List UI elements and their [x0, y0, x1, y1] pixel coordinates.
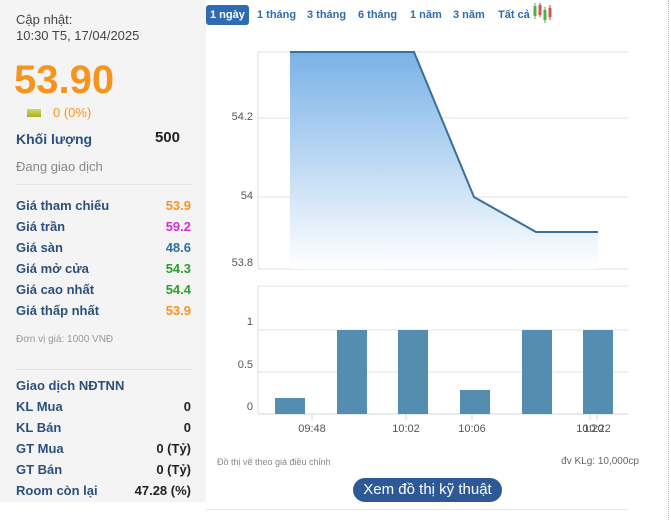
- candlestick-icon[interactable]: [532, 2, 554, 24]
- price-line: [290, 51, 598, 233]
- row-label: GT Mua: [16, 441, 64, 456]
- volume-value: 500: [154, 129, 180, 146]
- stock-summary-panel: Cập nhật: 10:30 T5, 17/04/2025 53.90 0 (…: [0, 0, 206, 502]
- row-label: GT Bán: [16, 462, 63, 477]
- reference-price-row: Giá tham chiếu 53.9: [16, 198, 191, 218]
- y-tick: 53.8: [231, 257, 253, 269]
- row-label: Giá sàn: [16, 240, 63, 255]
- dotted-border: [668, 0, 669, 520]
- row-value: 0 (Tỷ): [156, 462, 191, 477]
- current-price: 53.90: [14, 58, 115, 102]
- foreign-sell-value-row: GT Bán 0 (Tỷ): [16, 462, 191, 482]
- y-tick: 0.5: [237, 359, 253, 371]
- row-value: 0: [183, 420, 191, 435]
- tab-1-year[interactable]: 1 năm: [410, 9, 442, 21]
- row-value: 47.28 (%): [134, 483, 191, 498]
- row-value: 0: [183, 399, 191, 414]
- row-value: 53.9: [165, 198, 191, 213]
- trading-status: Đang giao dịch: [16, 159, 103, 174]
- foreign-sell-volume-row: KL Bán 0: [16, 420, 191, 440]
- price-unit-note: Đơn vị giá: 1000 VNĐ: [16, 334, 114, 345]
- row-value: 54.3: [165, 261, 191, 276]
- tab-3-years[interactable]: 3 năm: [453, 9, 485, 21]
- price-area: [290, 52, 598, 269]
- y-tick: 0: [246, 401, 253, 413]
- volume-bar: [337, 330, 367, 414]
- row-label: Giá trần: [16, 219, 66, 234]
- foreign-buy-volume-row: KL Mua 0: [16, 399, 191, 419]
- row-label: KL Mua: [16, 399, 63, 414]
- low-price-row: Giá thấp nhất 53.9: [16, 303, 191, 323]
- y-tick: 54.2: [231, 111, 253, 123]
- flat-bar-icon: [27, 109, 41, 117]
- row-value: 0 (Tỷ): [156, 441, 191, 456]
- y-tick: 1: [246, 316, 253, 328]
- x-tick: 10:22: [583, 423, 611, 435]
- technical-chart-button[interactable]: Xem đồ thị kỹ thuật: [353, 478, 502, 502]
- volume-bar: [522, 330, 552, 414]
- row-value: 53.9: [165, 303, 191, 318]
- x-tick: 10:20: [576, 423, 604, 435]
- open-price-row: Giá mở cửa 54.3: [16, 261, 191, 281]
- floor-price-row: Giá sàn 48.6: [16, 240, 191, 260]
- foreign-buy-value-row: GT Mua 0 (Tỷ): [16, 441, 191, 461]
- price-change: 0 (0%): [53, 105, 92, 120]
- tab-all[interactable]: Tất cả: [498, 9, 530, 21]
- volume-unit-note: đv KLg: 10,000cp: [561, 456, 639, 467]
- foreign-trading-title: Giao dịch NĐTNN: [16, 378, 125, 393]
- row-label: Giá thấp nhất: [16, 303, 100, 318]
- divider: [16, 184, 192, 185]
- row-label: Giá mở cửa: [16, 261, 89, 276]
- foreign-room-row: Room còn lại 47.28 (%): [16, 483, 191, 503]
- row-label: Room còn lại: [16, 483, 98, 498]
- divider: [206, 509, 628, 510]
- update-label: Cập nhật:: [16, 12, 73, 27]
- adjusted-price-note: Đồ thị vẽ theo giá điều chỉnh: [217, 457, 331, 467]
- volume-label: Khối lượng: [16, 131, 93, 147]
- high-price-row: Giá cao nhất 54.4: [16, 282, 191, 302]
- volume-bar: [398, 330, 428, 414]
- row-value: 48.6: [165, 240, 191, 255]
- tab-1-day[interactable]: 1 ngày: [206, 5, 249, 25]
- volume-chart: [257, 285, 628, 420]
- volume-bar: [460, 390, 490, 414]
- row-label: Giá tham chiếu: [16, 198, 110, 213]
- tab-1-month[interactable]: 1 tháng: [257, 9, 297, 21]
- row-label: Giá cao nhất: [16, 282, 95, 297]
- row-label: KL Bán: [16, 420, 62, 435]
- row-value: 59.2: [165, 219, 191, 234]
- x-tick: 09:48: [298, 423, 326, 435]
- tab-3-months[interactable]: 3 tháng: [307, 9, 347, 21]
- x-tick: 10:02: [392, 423, 420, 435]
- volume-bar: [583, 330, 613, 414]
- row-value: 54.4: [165, 282, 191, 297]
- volume-bar: [275, 398, 305, 414]
- x-tick: 10:06: [458, 423, 486, 435]
- tab-6-months[interactable]: 6 tháng: [358, 9, 398, 21]
- y-tick: 54: [240, 190, 253, 202]
- divider: [16, 369, 192, 370]
- update-time: 10:30 T5, 17/04/2025: [16, 28, 140, 43]
- price-chart: [257, 51, 628, 270]
- ceiling-price-row: Giá trần 59.2: [16, 219, 191, 239]
